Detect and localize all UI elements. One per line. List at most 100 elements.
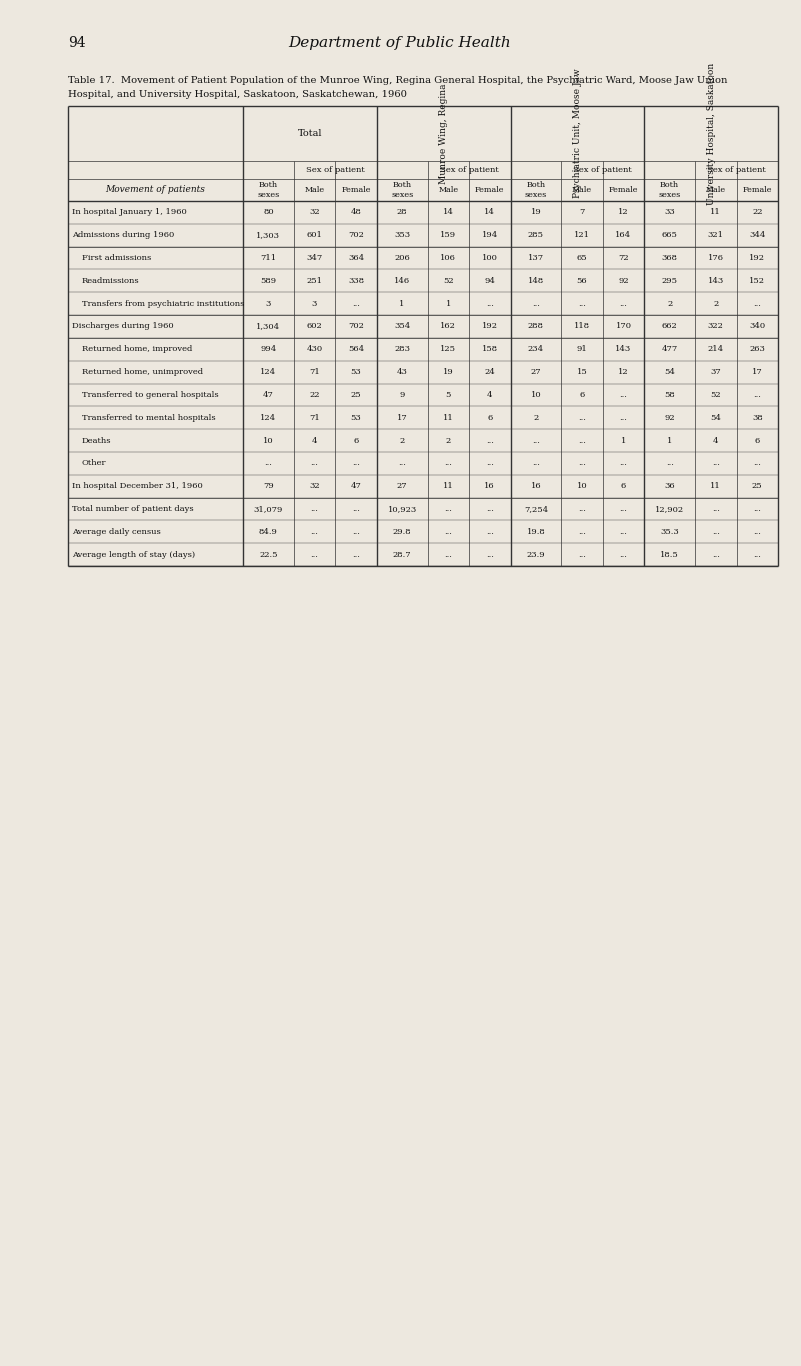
Text: 353: 353 — [394, 231, 410, 239]
Text: ...: ... — [352, 550, 360, 559]
Text: 11: 11 — [710, 482, 721, 490]
Text: ...: ... — [486, 299, 493, 307]
Text: 11: 11 — [710, 209, 721, 216]
Text: Average length of stay (days): Average length of stay (days) — [72, 550, 195, 559]
Text: 283: 283 — [394, 346, 410, 354]
Text: ...: ... — [445, 527, 453, 535]
Text: ...: ... — [753, 391, 761, 399]
Text: 322: 322 — [708, 322, 724, 331]
Text: Sex of patient: Sex of patient — [440, 167, 498, 173]
Text: 4: 4 — [487, 391, 493, 399]
Text: 100: 100 — [482, 254, 497, 262]
Text: 430: 430 — [307, 346, 323, 354]
Text: 10,923: 10,923 — [388, 505, 417, 514]
Text: Female: Female — [475, 186, 505, 194]
Text: 91: 91 — [577, 346, 587, 354]
Text: 33: 33 — [664, 209, 675, 216]
Text: 79: 79 — [263, 482, 274, 490]
Text: Male: Male — [706, 186, 726, 194]
Text: ...: ... — [712, 550, 720, 559]
Text: 711: 711 — [260, 254, 276, 262]
Text: 124: 124 — [260, 414, 276, 422]
Text: 7: 7 — [579, 209, 585, 216]
Text: Sex of patient: Sex of patient — [574, 167, 632, 173]
Text: 564: 564 — [348, 346, 364, 354]
Text: ...: ... — [352, 527, 360, 535]
Text: Readmissions: Readmissions — [82, 277, 139, 285]
Text: 58: 58 — [664, 391, 675, 399]
Text: 12,902: 12,902 — [655, 505, 684, 514]
Text: Both
sexes: Both sexes — [525, 182, 547, 198]
Text: 94: 94 — [485, 277, 495, 285]
Text: Female: Female — [743, 186, 772, 194]
Text: 80: 80 — [263, 209, 274, 216]
Text: 994: 994 — [260, 346, 276, 354]
Text: 24: 24 — [485, 367, 495, 376]
Text: ...: ... — [620, 391, 627, 399]
Text: 6: 6 — [621, 482, 626, 490]
Text: Sex of patient: Sex of patient — [707, 167, 766, 173]
Text: 6: 6 — [755, 437, 760, 444]
Text: First admissions: First admissions — [82, 254, 151, 262]
Text: In hospital January 1, 1960: In hospital January 1, 1960 — [72, 209, 187, 216]
Text: 38: 38 — [752, 414, 763, 422]
Text: 2: 2 — [533, 414, 538, 422]
Text: 170: 170 — [615, 322, 631, 331]
Text: 662: 662 — [662, 322, 678, 331]
Text: Both
sexes: Both sexes — [391, 182, 413, 198]
Text: 28.7: 28.7 — [392, 550, 412, 559]
Text: In hospital December 31, 1960: In hospital December 31, 1960 — [72, 482, 203, 490]
Text: 321: 321 — [708, 231, 724, 239]
Text: 1: 1 — [667, 437, 672, 444]
Text: 47: 47 — [351, 482, 361, 490]
Text: 152: 152 — [749, 277, 765, 285]
Text: 25: 25 — [752, 482, 763, 490]
Text: ...: ... — [620, 527, 627, 535]
Text: 340: 340 — [749, 322, 765, 331]
Text: 71: 71 — [309, 414, 320, 422]
Text: ...: ... — [445, 550, 453, 559]
Text: 17: 17 — [396, 414, 408, 422]
Text: 1: 1 — [400, 299, 405, 307]
Text: Hospital, and University Hospital, Saskatoon, Saskatchewan, 1960: Hospital, and University Hospital, Saska… — [68, 90, 407, 98]
Text: ...: ... — [666, 459, 674, 467]
Text: Admissions during 1960: Admissions during 1960 — [72, 231, 175, 239]
Text: 2: 2 — [667, 299, 672, 307]
Text: ...: ... — [352, 299, 360, 307]
Text: 27: 27 — [530, 367, 541, 376]
Text: ...: ... — [445, 459, 453, 467]
Text: 192: 192 — [481, 322, 497, 331]
Text: 137: 137 — [528, 254, 544, 262]
Text: ...: ... — [578, 437, 586, 444]
Text: 143: 143 — [707, 277, 724, 285]
Text: 164: 164 — [615, 231, 631, 239]
Text: Both
sexes: Both sexes — [658, 182, 681, 198]
Text: ...: ... — [753, 299, 761, 307]
Text: 92: 92 — [618, 277, 629, 285]
Text: 29.8: 29.8 — [392, 527, 412, 535]
Text: 52: 52 — [443, 277, 453, 285]
Text: 12: 12 — [618, 367, 629, 376]
Text: 52: 52 — [710, 391, 721, 399]
Text: 1,303: 1,303 — [256, 231, 280, 239]
Text: 364: 364 — [348, 254, 364, 262]
Text: Table 17.  Movement of Patient Population of the Munroe Wing, Regina General Hos: Table 17. Movement of Patient Population… — [68, 76, 727, 85]
Text: 31,079: 31,079 — [254, 505, 283, 514]
Text: 125: 125 — [441, 346, 457, 354]
Text: 2: 2 — [713, 299, 718, 307]
Text: 22: 22 — [309, 391, 320, 399]
Text: Returned home, unimproved: Returned home, unimproved — [82, 367, 203, 376]
Text: 5: 5 — [445, 391, 451, 399]
Text: ...: ... — [311, 527, 319, 535]
Text: ...: ... — [620, 459, 627, 467]
Text: ...: ... — [445, 505, 453, 514]
Text: 3: 3 — [312, 299, 317, 307]
Text: Both
sexes: Both sexes — [257, 182, 280, 198]
Text: ...: ... — [486, 527, 493, 535]
Text: ...: ... — [578, 459, 586, 467]
Text: 48: 48 — [351, 209, 361, 216]
Text: 602: 602 — [307, 322, 323, 331]
Text: 3: 3 — [266, 299, 271, 307]
Text: ...: ... — [352, 505, 360, 514]
Text: ...: ... — [753, 527, 761, 535]
